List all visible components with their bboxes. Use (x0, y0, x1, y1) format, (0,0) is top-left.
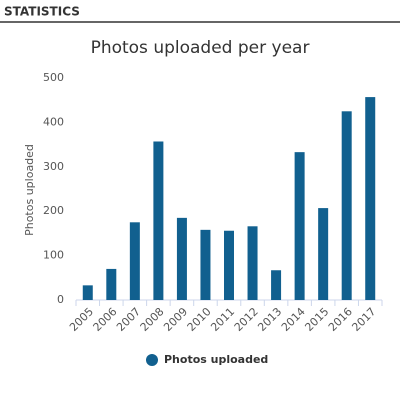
x-tick-label: 2015 (302, 305, 331, 334)
bar (200, 229, 211, 300)
y-axis-label: Photos uploaded (23, 144, 36, 236)
chart-title: Photos uploaded per year (91, 38, 310, 58)
section-title: STATISTICS (4, 5, 80, 19)
legend-label: Photos uploaded (164, 353, 268, 366)
x-tick-label: 2010 (185, 305, 214, 334)
legend-marker (146, 354, 158, 366)
bar (247, 226, 258, 300)
x-tick-label: 2006 (91, 305, 120, 334)
bar (106, 268, 117, 300)
x-tick-label: 2008 (138, 305, 167, 334)
y-tick-label: 200 (43, 204, 64, 217)
bar (271, 270, 282, 300)
bar (82, 285, 93, 300)
x-tick-label: 2012 (232, 305, 261, 334)
x-tick-label: 2013 (255, 305, 284, 334)
x-tick-label: 2009 (161, 305, 190, 334)
bar (224, 230, 234, 300)
x-tick-label: 2017 (349, 305, 378, 334)
bar (129, 222, 140, 300)
bar (318, 208, 329, 300)
x-tick-label: 2005 (67, 305, 96, 334)
x-tick-label: 2014 (279, 305, 308, 334)
y-tick-label: 0 (57, 293, 64, 306)
bar (365, 97, 376, 300)
y-tick-label: 300 (43, 160, 64, 173)
bar (294, 152, 305, 300)
x-tick-label: 2011 (208, 305, 237, 334)
bar (341, 111, 352, 300)
y-tick-label: 400 (43, 115, 64, 128)
bar (153, 141, 164, 300)
x-tick-label: 2007 (114, 305, 143, 334)
y-tick-label: 500 (43, 71, 64, 84)
y-tick-label: 100 (43, 249, 64, 262)
bar (176, 217, 187, 300)
x-tick-label: 2016 (326, 305, 355, 334)
